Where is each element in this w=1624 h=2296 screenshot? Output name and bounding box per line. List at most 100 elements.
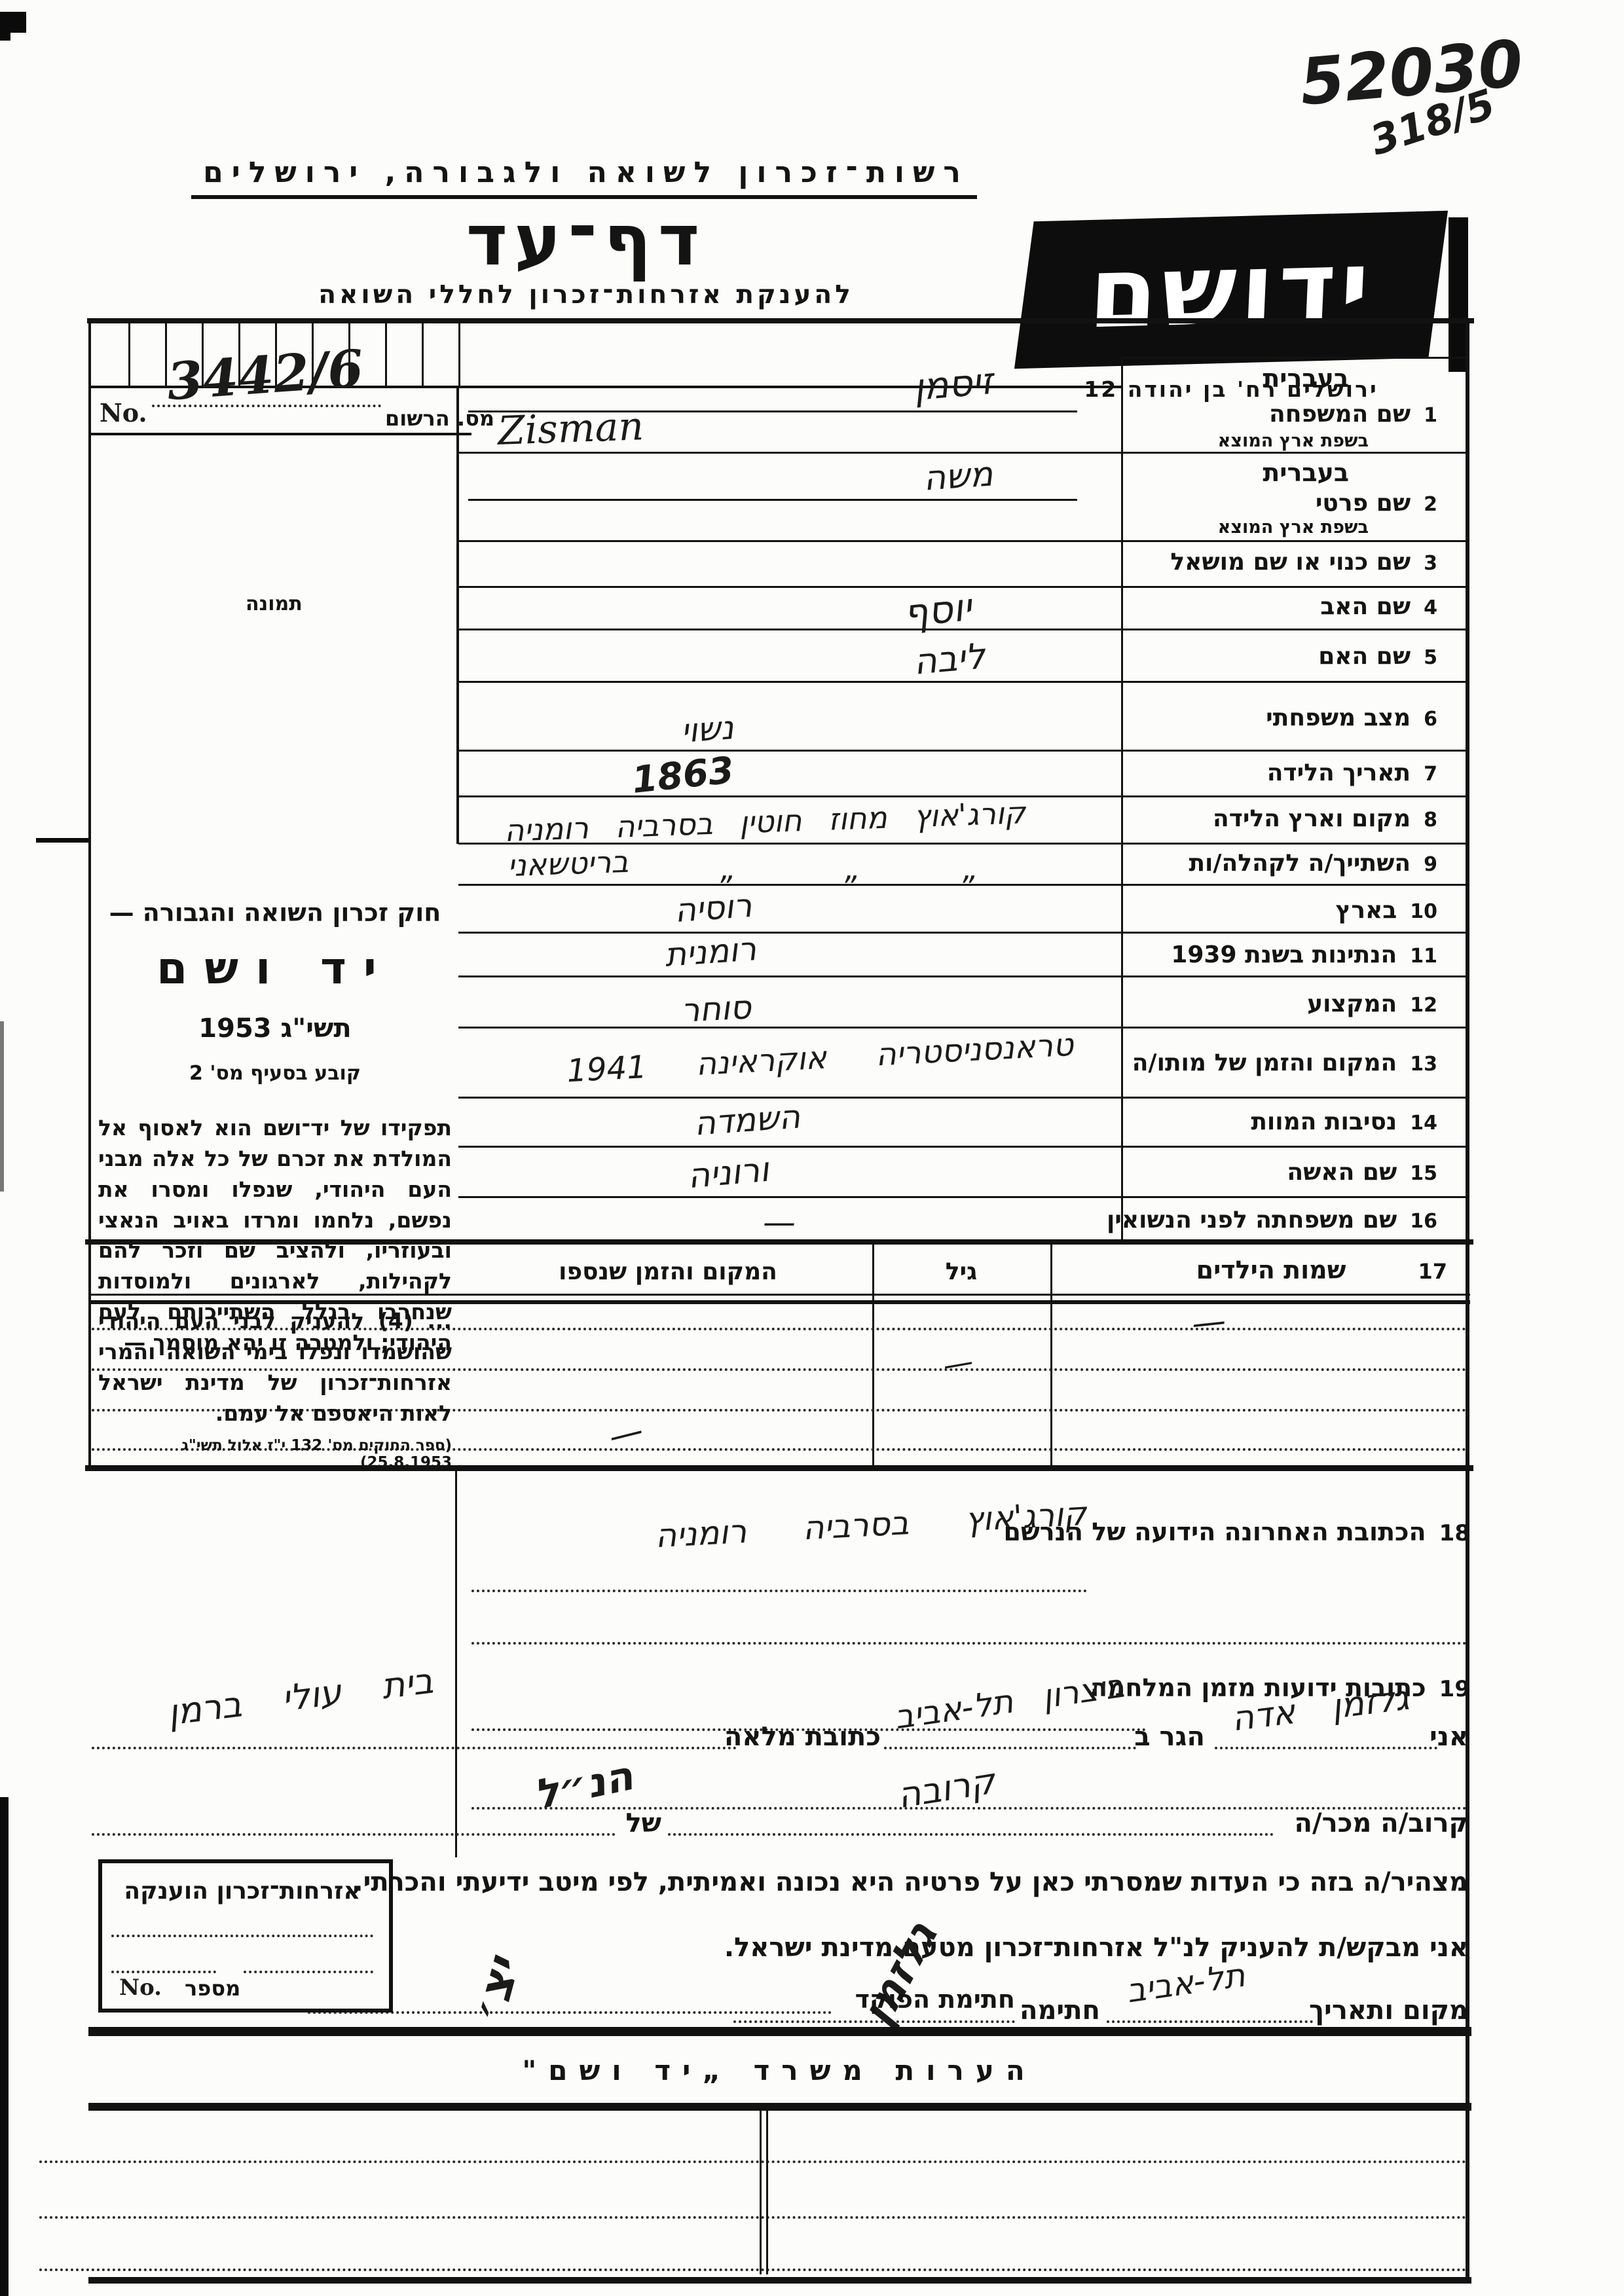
- scan-artifact-corner: [0, 12, 26, 33]
- field2-label-text: שם פרטי: [1315, 490, 1411, 517]
- field5-label: 5 שם האם: [1318, 643, 1437, 670]
- row-line: [458, 1027, 1467, 1029]
- answer-mother-name: ליבה: [912, 635, 987, 683]
- authority-title: רשות־זכרון לשואה ולגבורה, ירושלים: [203, 156, 969, 189]
- grant-box-number-label: מספר: [185, 1976, 241, 2001]
- ditto-mark: „: [845, 851, 860, 886]
- footer-bottom-line: [88, 2277, 1471, 2284]
- scan-artifact-corner2: [0, 33, 10, 41]
- registration-no-label: No.: [100, 398, 147, 428]
- table-row-dotted: [92, 1409, 1467, 1412]
- grant-box-dotted2a: [111, 1971, 216, 1973]
- answer-community: בריטשאני: [507, 843, 629, 884]
- answer-birth-date: 1863: [630, 749, 736, 802]
- field16-label-text: שם משפחתה לפני הנשואין: [1106, 1207, 1397, 1233]
- field9-label: 9 השתייך/ה לקהלה/ות: [1189, 850, 1437, 877]
- row-line: [458, 750, 1467, 752]
- cells-bottom-line: [88, 386, 1123, 388]
- field6-label-text: מצב משפחתי: [1266, 704, 1411, 731]
- form-left-border: [88, 318, 91, 1469]
- decl-place-date-value: תל-אביב: [1124, 1956, 1247, 2011]
- section-divider-vertical: [455, 1471, 457, 1857]
- field4-label-text: שם האב: [1320, 593, 1411, 620]
- mid-ruling-line: [468, 410, 1077, 412]
- decl-of-dotted: [92, 1833, 616, 1836]
- scan-artifact-logo-bar: [1449, 217, 1468, 372]
- decl-of-label: של: [625, 1808, 661, 1838]
- footer-center-divider-a: [760, 2109, 762, 2274]
- answer-birth-place: קורג'אוץ מחוז חוטין בסרביה רומניה: [504, 795, 1026, 848]
- registration-dotted-line: [152, 405, 381, 407]
- cell-divider: [348, 323, 350, 386]
- cell-divider: [458, 323, 460, 386]
- cell-divider: [128, 323, 130, 386]
- field4-number: 4: [1424, 596, 1437, 619]
- law-title: חוק זכרון השואה והגבורה —: [109, 898, 441, 927]
- decl-address-dotted: [92, 1747, 737, 1749]
- table-col-divider: [1050, 1244, 1052, 1467]
- field10-label: 10 בארץ: [1336, 897, 1437, 924]
- form-top-border: [87, 318, 1474, 323]
- field11-label: 11 הנתינות בשנת 1939: [1171, 941, 1437, 968]
- field19-dotted-line2: [471, 1807, 1467, 1810]
- row-line: [458, 1097, 1467, 1099]
- footer-thick-line-1: [88, 2027, 1471, 2036]
- decl-residing-label: הגר ב: [1134, 1722, 1205, 1752]
- field3-label-text: שם כנוי או שם מושאל: [1170, 549, 1411, 575]
- registration-he-label: מס. הרשום: [385, 406, 494, 431]
- row-line: [458, 795, 1467, 797]
- law-footnote: (ספר החוקים מס' 132 י"ז אלול תשי"ג 25.8.…: [181, 1437, 452, 1471]
- field18-dotted-line: [471, 1590, 1087, 1592]
- cell-divider: [312, 323, 314, 386]
- table-top-line: [85, 1239, 1473, 1245]
- field12-label: 12 המקצוע: [1307, 991, 1437, 1017]
- field10-number: 10: [1410, 900, 1437, 923]
- field8-label-text: מקום וארץ הלידה: [1213, 805, 1411, 832]
- ditto-mark: „: [720, 851, 736, 886]
- photo-box-right-border: [456, 386, 459, 844]
- field2-top-label: בעברית: [1263, 458, 1349, 487]
- row-line: [458, 452, 1467, 454]
- footer-dotted-line: [39, 2269, 1467, 2271]
- field16-number: 16: [1410, 1210, 1437, 1233]
- form-right-border: [1466, 318, 1469, 2281]
- field12-label-text: המקצוע: [1307, 991, 1397, 1017]
- field16-label: 16 שם משפחתה לפני הנשואין: [1107, 1207, 1437, 1233]
- office-notes-title: הערות משרד „יד ושם": [522, 2054, 1037, 2086]
- field18-label-text: הכתובת האחרונה הידועה של הנרשם: [1003, 1518, 1426, 1546]
- table-row-dotted: [92, 1328, 1467, 1330]
- decl-residence: ביצרון תל-אביב: [892, 1666, 1127, 1737]
- row-line: [458, 629, 1467, 630]
- law-paragraph-2: ... (4) להעניק לבני העם היהודי שהושמדו ו…: [98, 1308, 452, 1426]
- answer-family-name-origin: Zisman: [496, 403, 645, 454]
- field15-label-text: שם האשה: [1287, 1159, 1397, 1186]
- field8-label: 8 מקום וארץ הלידה: [1213, 805, 1437, 832]
- table-header-line-b: [88, 1300, 1470, 1304]
- row-line: [458, 975, 1467, 977]
- cell-divider: [165, 323, 167, 386]
- decl-name-dotted: [1215, 1747, 1437, 1749]
- field15-label: 15 שם האשה: [1287, 1159, 1437, 1186]
- answer-family-name-hebrew: זיסמן: [912, 359, 995, 410]
- answer-profession: סוחר: [680, 988, 752, 1030]
- answer-country: רוסיה: [673, 886, 754, 930]
- table-bottom-line: [85, 1465, 1473, 1471]
- field18-dotted-line2: [471, 1642, 1467, 1645]
- field7-number: 7: [1424, 763, 1437, 786]
- field5-number: 5: [1424, 646, 1437, 669]
- field12-number: 12: [1410, 994, 1437, 1017]
- answer-death-circumstances: השמדה: [693, 1097, 802, 1143]
- field14-label-text: נסיבות המוות: [1251, 1108, 1397, 1135]
- field19-dotted-line: [471, 1728, 1146, 1731]
- field8-number: 8: [1424, 809, 1437, 831]
- row-line: [458, 843, 1467, 845]
- scan-artifact-left-strip: [0, 1797, 9, 2296]
- field9-label-text: השתייך/ה לקהלה/ות: [1189, 850, 1411, 877]
- table-row-dotted: [92, 1368, 1467, 1371]
- row-line: [458, 1146, 1467, 1148]
- row-line: [458, 681, 1467, 683]
- law-section: קובע בסעיף מס' 2: [189, 1062, 361, 1085]
- scan-artifact-left-mark: [0, 1021, 4, 1192]
- footer-thick-line-2: [88, 2103, 1471, 2111]
- field14-number: 14: [1410, 1112, 1437, 1135]
